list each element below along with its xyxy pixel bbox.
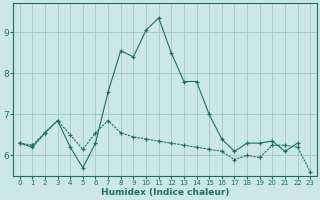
X-axis label: Humidex (Indice chaleur): Humidex (Indice chaleur) xyxy=(101,188,229,197)
